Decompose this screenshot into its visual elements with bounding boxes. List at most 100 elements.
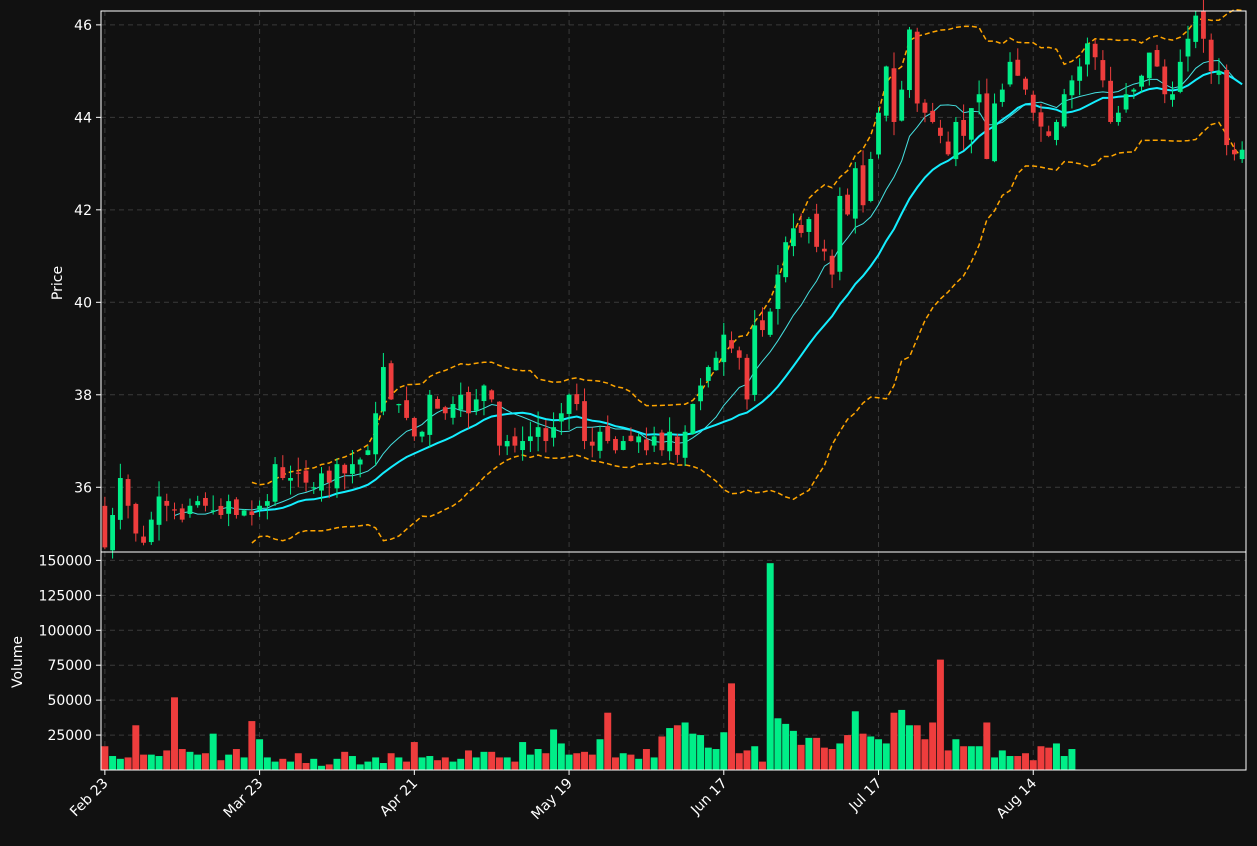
- candle-body: [814, 213, 820, 247]
- candle-body: [1007, 61, 1013, 85]
- volume-bar: [844, 735, 852, 770]
- candle-body: [203, 497, 208, 506]
- candle-body: [133, 503, 139, 534]
- candle-body: [582, 401, 587, 442]
- bollinger-upper-line: [251, 8, 1243, 486]
- candle-body: [148, 519, 154, 543]
- volume-bar: [658, 736, 666, 770]
- volume-bar: [171, 697, 178, 770]
- candle-body: [295, 472, 301, 474]
- volume-bar: [310, 758, 318, 770]
- candle-body: [280, 467, 286, 479]
- moving-averages: [174, 59, 1243, 516]
- volume-bar: [1068, 749, 1076, 770]
- candle-body: [473, 399, 479, 411]
- volume-bar: [302, 763, 310, 770]
- volume-bar: [465, 750, 472, 770]
- volume-bar: [774, 718, 782, 770]
- volume-bar: [1052, 743, 1060, 770]
- candle-body: [752, 325, 758, 395]
- candle-body: [388, 363, 394, 400]
- volume-bar: [426, 756, 434, 770]
- candle-body: [396, 404, 402, 406]
- candle-body: [1054, 121, 1059, 140]
- candle-body: [860, 165, 866, 206]
- volume-bar: [797, 744, 805, 770]
- volume-tick-label: 150000: [39, 553, 92, 569]
- volume-bar: [642, 749, 650, 770]
- volume-bar: [287, 761, 295, 770]
- price-tick-label: 42: [74, 203, 92, 219]
- candle-body: [945, 141, 951, 155]
- volume-bar: [735, 753, 743, 770]
- x-tick-label: Mar 23: [221, 776, 267, 822]
- candle-body: [891, 68, 897, 122]
- candle-body: [1162, 66, 1168, 95]
- candle-body: [628, 435, 634, 442]
- date-x-axis: Feb 23 Mar 23 Apr 21 May 19 Jun 17 Jul 17 Aug …: [67, 770, 1040, 823]
- volume-bar: [975, 746, 983, 770]
- candle-body: [644, 439, 649, 451]
- candle-body: [102, 505, 108, 548]
- volume-bar: [209, 733, 217, 770]
- volume-bar: [828, 749, 836, 770]
- candle-body: [1239, 149, 1245, 160]
- candle-body: [767, 311, 773, 335]
- x-tick-label: Jun 17: [687, 776, 730, 819]
- x-tick-label: Aug 14: [994, 775, 1040, 821]
- candle-body: [961, 120, 967, 136]
- volume-bar: [758, 761, 766, 770]
- volume-bar: [434, 760, 442, 770]
- volume-bar: [952, 739, 960, 770]
- candle-body: [837, 195, 843, 272]
- volume-bar: [294, 753, 302, 770]
- volume-bar: [836, 743, 844, 770]
- candle-body: [1015, 59, 1021, 76]
- volume-bar: [503, 757, 511, 770]
- volume-bar: [557, 743, 565, 770]
- volume-bar: [913, 725, 921, 770]
- candle-body: [930, 110, 936, 122]
- candle-body: [1108, 80, 1114, 122]
- price-tick-label: 46: [74, 18, 92, 34]
- volume-bar: [395, 757, 403, 770]
- volume-bar: [240, 757, 248, 770]
- candle-body: [1185, 38, 1191, 57]
- volume-bar: [789, 730, 797, 770]
- candle-body: [968, 108, 974, 140]
- candle-body: [806, 219, 812, 232]
- candle-body: [172, 509, 177, 511]
- volume-bar: [867, 736, 875, 770]
- candle-body: [520, 441, 526, 451]
- volume-bar: [936, 659, 944, 770]
- candle-body: [419, 431, 425, 437]
- candle-body: [597, 431, 603, 451]
- candle-body: [527, 436, 533, 442]
- candle-body: [233, 499, 239, 516]
- volume-bar: [410, 742, 418, 770]
- volume-bar: [960, 746, 968, 770]
- volume-bar: [155, 756, 163, 770]
- x-tick-label: Feb 23: [67, 776, 112, 821]
- candle-body: [466, 392, 471, 414]
- volume-bar: [163, 750, 171, 770]
- candle-body: [249, 511, 255, 516]
- price-tick-label: 44: [74, 110, 92, 126]
- x-tick-label: Apr 21: [377, 776, 421, 820]
- volume-bar: [124, 757, 132, 770]
- volume-bar: [140, 754, 148, 770]
- candle-body: [241, 510, 247, 516]
- volume-bar: [782, 723, 790, 770]
- volume-bar: [967, 746, 975, 770]
- candle-body: [1100, 60, 1106, 81]
- candle-body: [651, 436, 657, 446]
- candle-body: [272, 464, 278, 502]
- volume-bar: [147, 754, 155, 770]
- candle-body: [1115, 112, 1121, 123]
- candle-body: [187, 505, 193, 515]
- candle-body: [458, 394, 464, 410]
- candle-body: [288, 478, 293, 481]
- volume-bar: [666, 728, 674, 770]
- candle-body: [319, 473, 324, 491]
- volume-bar: [403, 761, 411, 770]
